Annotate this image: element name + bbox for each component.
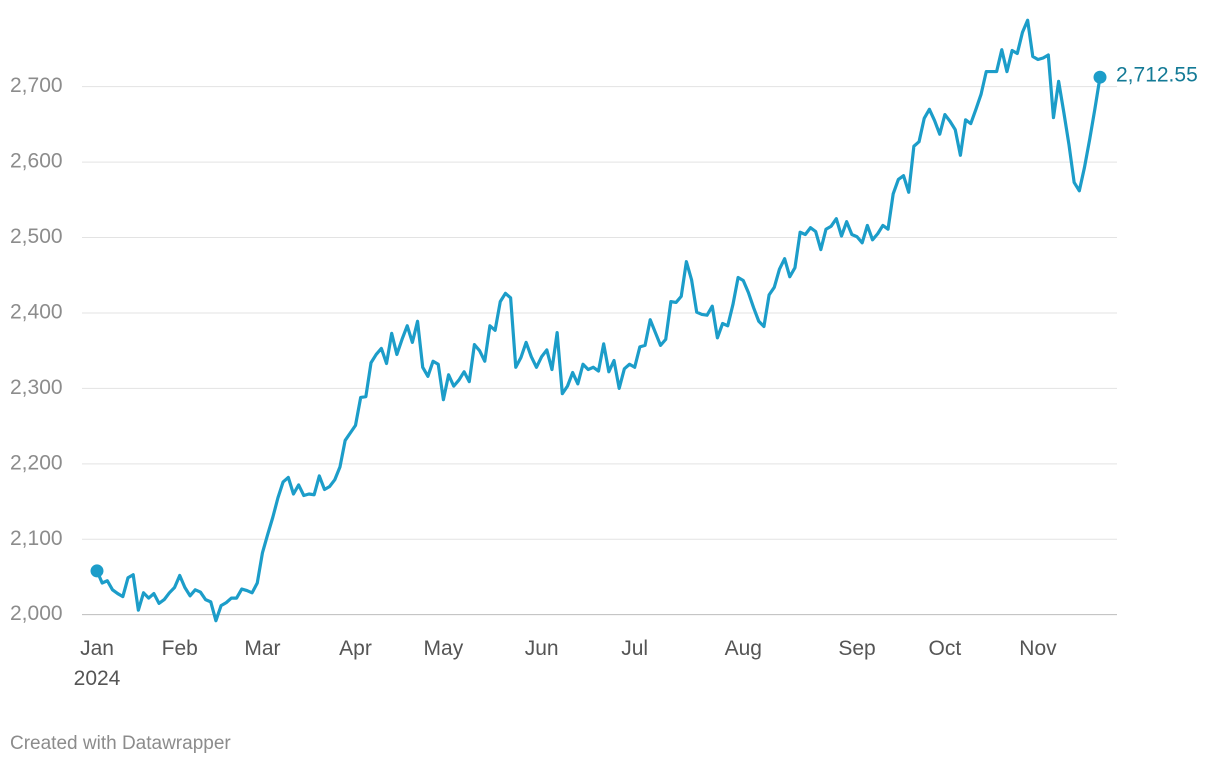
- x-tick-label: Feb: [161, 637, 198, 660]
- y-tick-label: 2,500: [10, 225, 63, 248]
- x-tick-label: Nov: [1019, 637, 1057, 660]
- y-tick-label: 2,400: [10, 301, 63, 324]
- x-tick-label: Oct: [928, 637, 962, 660]
- credit: Created with Datawrapper: [10, 733, 231, 754]
- y-tick-label: 2,600: [10, 150, 63, 173]
- x-tick-label: Mar: [244, 637, 281, 660]
- x-tick-label: Jan 2024: [73, 637, 121, 690]
- x-tick-label: Aug: [724, 637, 762, 660]
- value-label: 2,712.55: [1116, 64, 1198, 87]
- x-tick-label: Jul: [621, 637, 649, 660]
- x-tick-label: Jun: [524, 637, 559, 660]
- x-tick-label: May: [423, 637, 464, 660]
- y-tick-label: 2,100: [10, 527, 63, 550]
- point: [90, 564, 104, 578]
- y-tick-label: 2,700: [10, 74, 63, 97]
- y-tick-label: 2,200: [10, 451, 63, 474]
- x-tick-label: Apr: [339, 637, 372, 660]
- line: [95, 18, 1102, 623]
- y-tick-label: 2,000: [10, 602, 63, 625]
- point: [1093, 70, 1107, 84]
- y-tick-label: 2,300: [10, 376, 63, 399]
- x-tick-label: Sep: [838, 637, 876, 660]
